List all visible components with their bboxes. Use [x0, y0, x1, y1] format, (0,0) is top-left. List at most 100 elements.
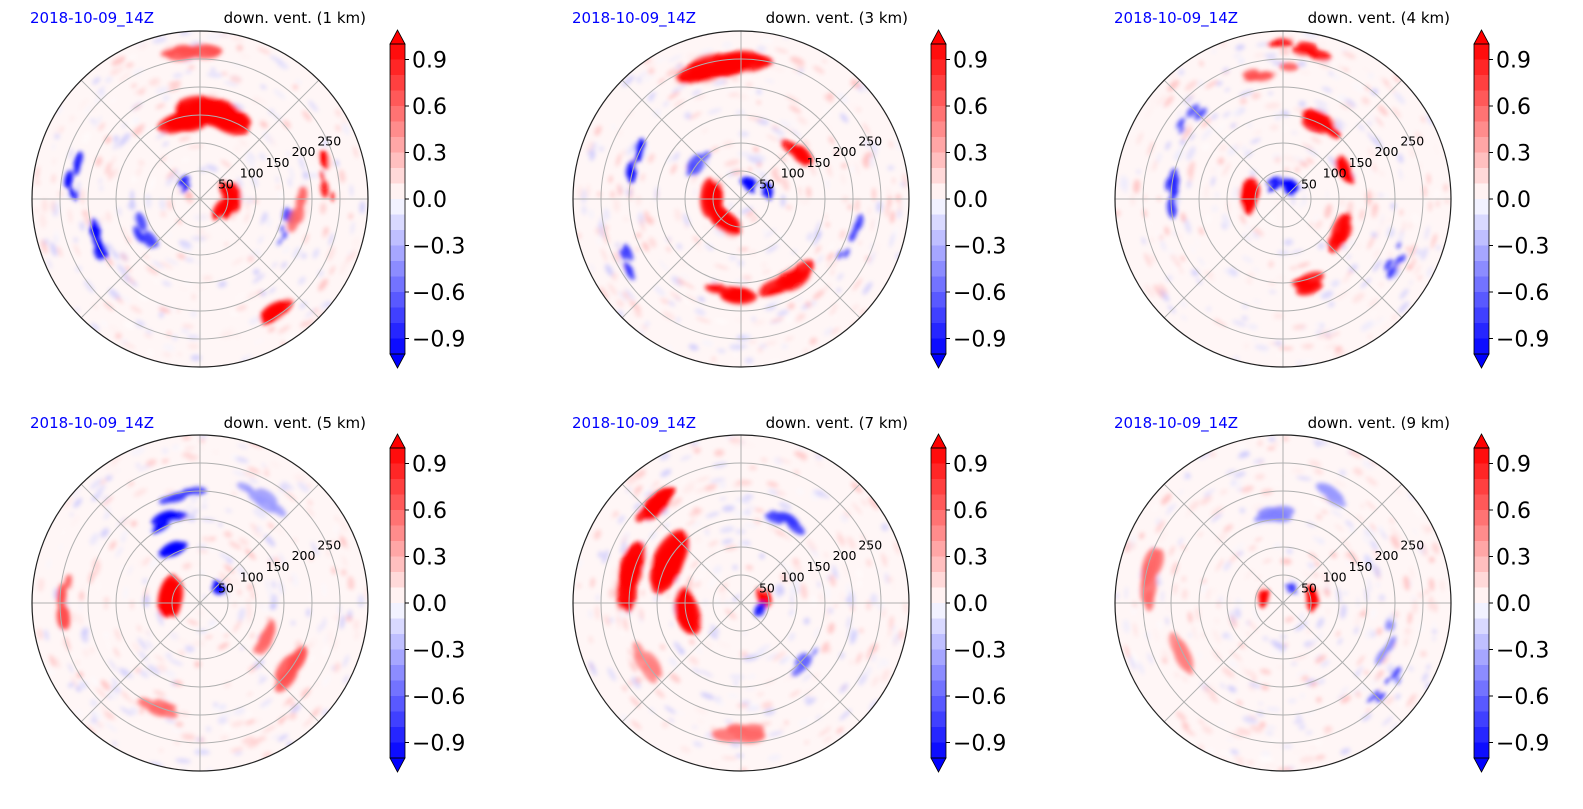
- field-speck: [672, 152, 680, 162]
- field-speck: [130, 174, 138, 184]
- field-speck: [1361, 191, 1365, 198]
- field-speck: [322, 674, 331, 687]
- colorbar-level: [1474, 634, 1489, 650]
- field-speck: [208, 622, 219, 631]
- field-speck: [798, 719, 809, 726]
- field-speck: [830, 269, 835, 275]
- field-speck: [1288, 36, 1295, 40]
- field-speck: [684, 112, 692, 120]
- field-speck: [71, 515, 80, 527]
- field-speck: [247, 609, 254, 625]
- field-speck: [693, 576, 700, 583]
- field-speck: [725, 88, 738, 92]
- field-speck: [96, 484, 106, 493]
- field-speck: [180, 243, 193, 251]
- field-speck: [90, 676, 100, 688]
- field-speck: [656, 523, 664, 531]
- field-speck: [1187, 611, 1193, 624]
- field-speck: [69, 115, 75, 123]
- feature-2: [1257, 588, 1265, 600]
- field-speck: [89, 324, 99, 332]
- field-speck: [812, 289, 825, 300]
- field-speck: [720, 589, 727, 604]
- field-speck: [78, 98, 89, 111]
- field-speck: [608, 175, 613, 184]
- field-speck: [612, 251, 620, 263]
- field-speck: [888, 615, 894, 629]
- feature-12: [1194, 107, 1208, 121]
- field-speck: [106, 639, 113, 652]
- field-speck: [724, 719, 733, 723]
- field-speck: [815, 461, 824, 467]
- field-speck: [1302, 570, 1313, 580]
- field-speck: [845, 597, 851, 603]
- colorbar-level: [390, 541, 405, 557]
- panel-date-label: 2018-10-09_14Z: [572, 414, 696, 433]
- field-speck: [1356, 655, 1365, 666]
- field-speck: [887, 194, 892, 208]
- field-speck: [1214, 192, 1220, 199]
- field-speck: [796, 446, 804, 450]
- field-speck: [1249, 169, 1257, 177]
- field-speck: [1292, 324, 1307, 330]
- feature-12: [836, 250, 843, 260]
- field-speck: [1167, 79, 1180, 92]
- field-speck: [823, 736, 833, 743]
- field-speck: [190, 354, 202, 361]
- field-speck: [115, 546, 124, 558]
- field-speck: [1204, 183, 1208, 200]
- feature-8: [1367, 694, 1376, 703]
- field-speck: [1406, 693, 1417, 707]
- field-speck: [104, 722, 118, 732]
- field-speck: [1374, 116, 1384, 127]
- field-speck: [1266, 344, 1275, 348]
- field-speck: [802, 139, 810, 147]
- colorbar: 0.90.60.30.0−0.3−0.6−0.9: [1473, 433, 1549, 773]
- field-speck: [1391, 106, 1401, 119]
- field-speck: [1414, 157, 1420, 173]
- field-speck: [816, 255, 824, 264]
- field-speck: [631, 720, 642, 730]
- colorbar-level: [931, 75, 946, 91]
- field-speck: [262, 724, 277, 734]
- field-speck: [608, 617, 615, 623]
- field-speck: [643, 491, 649, 498]
- field-speck: [277, 734, 289, 742]
- field-speck: [138, 558, 145, 567]
- field-layer: [1115, 31, 1450, 366]
- field-speck: [1390, 526, 1400, 540]
- field-speck: [1421, 523, 1429, 535]
- colorbar-level: [390, 323, 405, 339]
- field-speck: [1426, 525, 1432, 532]
- field-speck: [654, 285, 666, 297]
- field-speck: [1230, 123, 1237, 129]
- field-speck: [201, 505, 208, 509]
- field-speck: [213, 549, 222, 554]
- field-speck: [761, 701, 773, 709]
- field-speck: [855, 161, 860, 175]
- field-speck: [1209, 695, 1219, 704]
- field-speck: [1370, 539, 1379, 551]
- feature-11: [135, 212, 147, 231]
- field-speck: [191, 293, 196, 301]
- field-speck: [649, 92, 656, 99]
- field-speck: [1388, 517, 1395, 524]
- field-speck: [1181, 721, 1190, 729]
- field-speck: [295, 640, 302, 649]
- feature-9: [1253, 71, 1274, 82]
- field-speck: [1186, 146, 1196, 161]
- field-speck: [40, 239, 48, 254]
- field-speck: [798, 186, 801, 197]
- feature-3: [1286, 589, 1292, 593]
- field-speck: [1178, 234, 1182, 241]
- field-speck: [90, 118, 96, 124]
- feature-12: [1178, 126, 1186, 135]
- field-speck: [263, 703, 271, 710]
- feature-4: [212, 108, 246, 128]
- field-speck: [1160, 240, 1167, 252]
- field-speck: [692, 725, 698, 729]
- colorbar-tick-label: 0.6: [1496, 95, 1531, 120]
- ring-label-100: 100: [1323, 570, 1347, 585]
- colorbar-level: [931, 742, 946, 759]
- field-speck: [1390, 722, 1399, 731]
